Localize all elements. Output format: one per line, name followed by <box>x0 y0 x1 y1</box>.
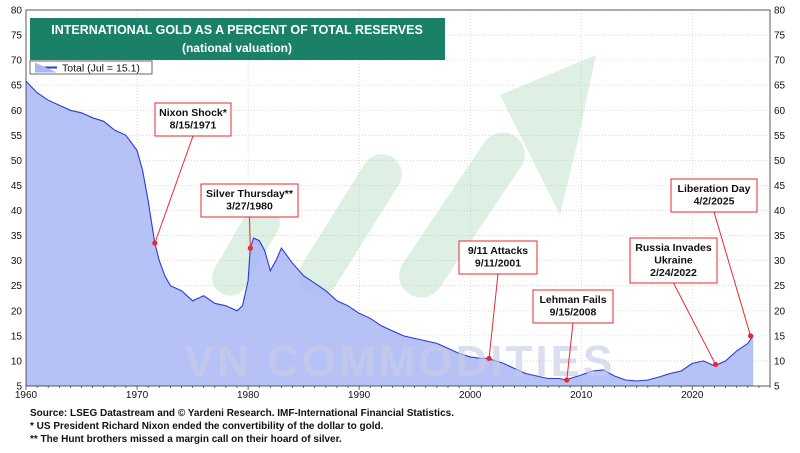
legend: Total (Jul = 15.1) <box>29 60 153 75</box>
y-tick-label-left: 5 <box>16 382 22 393</box>
x-tick-label: 2010 <box>570 390 593 401</box>
y-tick-label-left: 55 <box>11 131 23 142</box>
y-tick-label-right: 55 <box>774 131 786 142</box>
annotation-leader <box>673 282 717 365</box>
annotation-marker <box>152 240 158 246</box>
series-line <box>25 80 754 382</box>
footnotes: Source: LSEG Datastream and © Yardeni Re… <box>30 407 454 446</box>
y-tick-label-right: 60 <box>774 106 786 117</box>
y-tick-label-right: 5 <box>774 382 780 393</box>
y-tick-label-right: 65 <box>774 81 786 92</box>
watermark-text: VN COMMODITIES <box>185 337 616 386</box>
y-tick-label-right: 30 <box>774 256 786 267</box>
annotation-box <box>670 178 758 213</box>
annotation-marker <box>712 361 719 368</box>
plot-frame <box>25 9 771 387</box>
annotation-text: Lehman Fails <box>539 294 606 306</box>
y-tick-label-right: 15 <box>774 331 786 342</box>
y-tick-label-right: 70 <box>774 56 786 67</box>
annotation-text: Silver Thursday** <box>206 188 294 200</box>
y-tick-label-left: 45 <box>11 181 23 192</box>
y-tick-label-right: 45 <box>774 181 786 192</box>
annotation-0: Nixon Shock*8/15/1971 <box>152 102 232 246</box>
annotation-text: 2/24/2022 <box>650 267 697 279</box>
annotation-1: Silver Thursday**3/27/1980 <box>200 183 299 251</box>
annotation-text: 9/15/2008 <box>550 307 597 319</box>
annotation-text: 9/11 Attacks <box>468 245 528 257</box>
annotation-text: 4/2/2025 <box>694 196 735 208</box>
annotation-text: Nixon Shock* <box>159 107 228 119</box>
x-tick-label: 1970 <box>126 390 149 401</box>
annotation-leader <box>713 211 752 337</box>
y-tick-label-right: 80 <box>774 6 786 17</box>
y-tick-label-left: 50 <box>11 156 23 167</box>
annotation-box <box>458 240 538 275</box>
chart-title: INTERNATIONAL GOLD AS A PERCENT OF TOTAL… <box>51 23 423 37</box>
y-tick-label-right: 35 <box>774 231 786 242</box>
annotation-marker <box>247 245 253 251</box>
annotation-box <box>532 289 614 324</box>
y-tick-label-left: 75 <box>11 31 23 42</box>
annotation-text: 8/15/1971 <box>170 120 217 132</box>
annotation-box <box>629 237 718 284</box>
y-tick-label-right: 20 <box>774 306 786 317</box>
footnote-silver: ** The Hunt brothers missed a margin cal… <box>30 434 342 445</box>
y-tick-label-left: 10 <box>11 356 23 367</box>
y-tick-label-left: 35 <box>11 231 23 242</box>
annotation-text: 9/11/2001 <box>475 258 521 270</box>
y-tick-label-left: 65 <box>11 81 23 92</box>
annotation-marker <box>564 377 570 383</box>
annotation-box <box>200 183 299 218</box>
y-tick-label-right: 75 <box>774 31 786 42</box>
watermark-logo <box>212 55 596 298</box>
y-tick-label-right: 50 <box>774 156 786 167</box>
y-tick-label-left: 25 <box>11 281 23 292</box>
y-tick-label-left: 80 <box>11 6 23 17</box>
y-tick-label-left: 60 <box>11 106 23 117</box>
y-tick-label-left: 20 <box>11 306 23 317</box>
annotation-text: Liberation Day <box>678 183 751 195</box>
annotation-box <box>154 102 232 137</box>
title-box: INTERNATIONAL GOLD AS A PERCENT OF TOTAL… <box>30 18 445 60</box>
footnote-nixon: * US President Richard Nixon ended the c… <box>30 421 384 432</box>
series-area <box>25 80 754 386</box>
annotation-text: 3/27/1980 <box>226 201 273 213</box>
annotation-text: Russia Invades <box>635 242 712 254</box>
y-tick-label-left: 30 <box>11 256 23 267</box>
footnote-source: Source: LSEG Datastream and © Yardeni Re… <box>30 408 454 419</box>
x-tick-label: 1980 <box>237 390 260 401</box>
annotation-leader <box>249 216 251 249</box>
annotation-leader <box>154 135 194 244</box>
x-tick-label: 2020 <box>681 390 704 401</box>
y-tick-label-right: 40 <box>774 206 786 217</box>
x-tick-label: 2000 <box>459 390 482 401</box>
y-tick-label-right: 25 <box>774 281 786 292</box>
x-tick-label: 1990 <box>348 390 371 401</box>
chart-subtitle: (national valuation) <box>182 41 292 55</box>
x-tick-label: 1960 <box>15 390 38 401</box>
annotation-text: Ukraine <box>654 255 693 267</box>
legend-entry: Total (Jul = 15.1) <box>62 63 140 75</box>
y-tick-label-left: 40 <box>11 206 23 217</box>
annotation-leader <box>488 273 499 359</box>
annotation-marker <box>486 355 492 362</box>
annotation-marker <box>747 333 754 339</box>
annotation-leader <box>566 322 574 381</box>
y-tick-label-right: 10 <box>774 356 786 367</box>
y-tick-label-left: 15 <box>11 331 23 342</box>
series-area-fill <box>26 81 754 386</box>
y-tick-label-left: 70 <box>11 56 23 67</box>
